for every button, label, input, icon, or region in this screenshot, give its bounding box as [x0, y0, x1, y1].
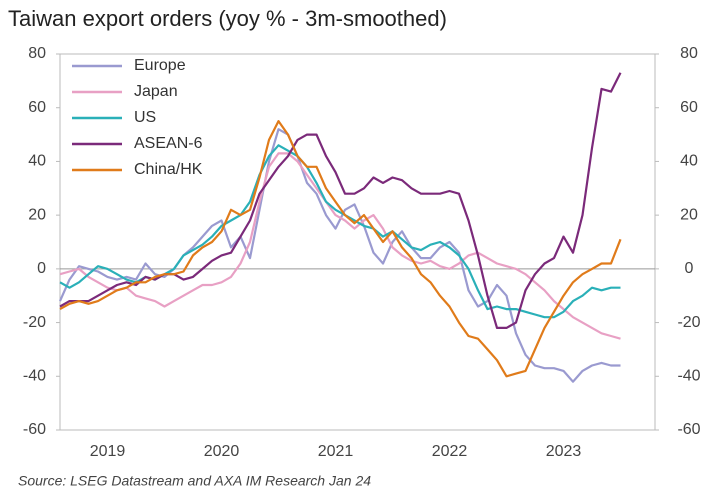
series-line — [59, 152, 621, 340]
y-tick-label: -60 — [23, 421, 46, 438]
legend-label: Europe — [134, 57, 186, 74]
y2-tick-label: -60 — [677, 421, 700, 438]
y-tick-label: 0 — [37, 260, 46, 277]
x-tick-label: 2019 — [90, 443, 126, 460]
y-tick-label: 20 — [28, 206, 46, 223]
source-note: Source: LSEG Datastream and AXA IM Resea… — [18, 473, 371, 489]
y-tick-label: -40 — [23, 368, 46, 385]
y2-tick-label: 40 — [680, 153, 698, 170]
y2-tick-label: -40 — [677, 368, 700, 385]
x-tick-label: 2023 — [546, 443, 582, 460]
y-tick-label: -20 — [23, 314, 46, 331]
legend-label: US — [134, 109, 156, 126]
y-tick-label: 60 — [28, 99, 46, 116]
y2-tick-label: -20 — [677, 314, 700, 331]
series-line — [59, 119, 622, 378]
y-tick-label: 40 — [28, 153, 46, 170]
y2-tick-label: 0 — [685, 260, 694, 277]
y2-tick-label: 60 — [680, 99, 698, 116]
x-tick-label: 2020 — [204, 443, 240, 460]
legend-label: Japan — [134, 83, 178, 100]
chart-title: Taiwan export orders (yoy % - 3m-smoothe… — [8, 6, 447, 31]
x-tick-label: 2021 — [318, 443, 354, 460]
plot-frame — [59, 53, 656, 431]
legend-label: ASEAN-6 — [134, 135, 203, 152]
y2-tick-label: 80 — [680, 45, 698, 62]
legend-label: China/HK — [134, 161, 203, 178]
series-line — [58, 128, 621, 383]
x-tick-label: 2022 — [432, 443, 468, 460]
y2-tick-label: 20 — [680, 206, 698, 223]
series-line — [59, 72, 622, 329]
y-tick-label: 80 — [28, 45, 46, 62]
